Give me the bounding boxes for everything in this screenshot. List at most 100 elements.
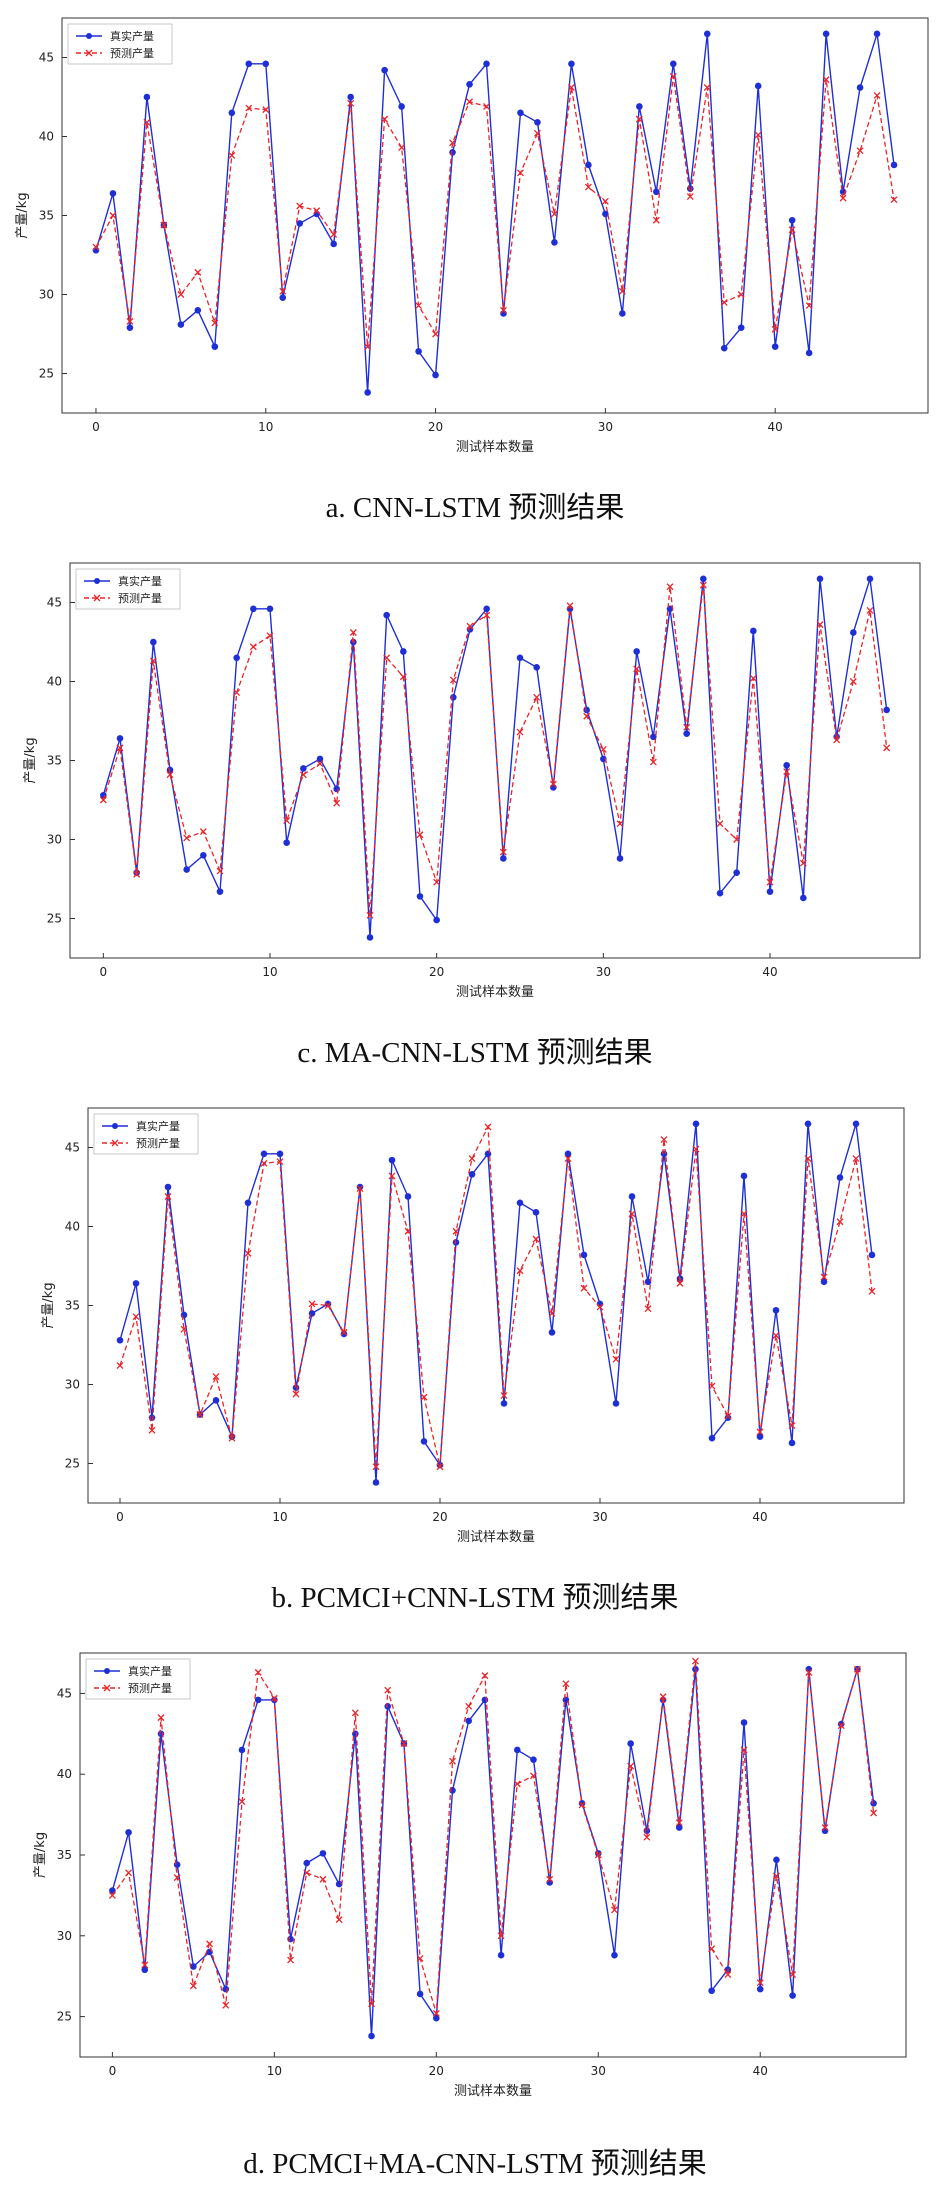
data-point-true [578,1799,586,1807]
data-point-predicted [839,194,847,202]
x-tick-label: 30 [591,2064,606,2078]
data-point-predicted [125,1869,133,1877]
data-point-predicted [724,1971,732,1979]
data-point-true [564,1150,572,1158]
data-point-true [177,321,185,328]
data-point-predicted [737,291,745,298]
data-point-predicted [166,771,174,779]
data-point-predicted [254,1668,262,1676]
data-point-predicted [330,231,338,238]
data-point-true [266,605,274,613]
data-point-true [319,1850,327,1857]
y-tick-label: 45 [57,1686,72,1700]
data-point-true [700,575,707,583]
data-point-predicted [249,643,257,651]
data-point-true [619,310,626,317]
data-point-predicted [292,1390,300,1398]
data-point-predicted [116,1362,124,1369]
plot-frame [87,1107,905,1504]
data-point-true [750,627,757,635]
data-point-true [856,84,864,91]
legend-marker [112,1123,118,1129]
data-point-predicted [533,693,541,701]
data-point-predicted [287,1956,295,1964]
y-tick-label: 35 [47,754,62,768]
data-point-predicted [652,216,660,224]
data-point-predicted [233,689,241,697]
data-point-predicted [754,131,762,139]
y-tick-label: 40 [57,1767,72,1781]
data-point-true [822,30,830,38]
data-point-predicted [177,291,185,298]
data-point-predicted [618,287,626,295]
data-point-predicted [206,1940,214,1948]
data-point-predicted [822,76,830,84]
data-point-true [383,611,390,619]
data-point-true [805,1665,813,1673]
data-point-predicted [513,1780,521,1788]
data-point-true [190,1963,197,1970]
data-point-predicted [449,676,457,684]
data-point-predicted [194,268,202,276]
x-tick-label: 20 [428,420,443,434]
data-point-predicted [189,1982,197,1990]
data-point-true [109,190,117,197]
y-tick-label: 35 [57,1848,72,1862]
data-point-predicted [313,207,321,215]
data-point-predicted [686,193,694,200]
data-point-true [287,1935,294,1943]
data-point-predicted [596,1303,604,1311]
x-tick-label: 40 [753,2064,768,2078]
x-tick-label: 10 [272,1510,287,1524]
x-tick-label: 30 [598,420,613,434]
data-point-predicted [708,1945,716,1953]
y-tick-label: 25 [65,1457,80,1471]
legend-label: 真实产量 [110,29,154,43]
data-point-predicted [583,712,591,720]
x-tick-label: 0 [92,420,100,434]
data-point-true [483,605,490,613]
data-point-predicted [381,115,389,123]
data-point-true [804,1120,812,1128]
data-point-predicted [530,1772,537,1780]
data-point-predicted [666,583,674,591]
chart-panel-b: 0 10 20 30 40 25 30 35 40 45 测试样本数量 产量/kg 真实产量 预测产量 b… [0,1090,950,1630]
legend-label: 预测产量 [118,591,162,605]
data-point-true [683,730,690,737]
data-point-true [783,761,790,769]
data-point-true [300,765,307,772]
data-point-true [466,81,473,88]
data-point-predicted [772,1332,780,1339]
data-point-true [166,766,174,774]
data-point-predicted [283,817,291,824]
x-tick-label: 10 [262,965,277,979]
x-axis-label: 测试样本数量 [456,440,534,455]
data-point-predicted [416,1954,424,1962]
data-point-true [870,1799,877,1807]
data-point-predicted [384,1686,392,1694]
data-point-true [740,1719,748,1726]
chart-caption: c. MA-CNN-LSTM 预测结果 [297,1037,653,1069]
data-point-predicted [692,1145,700,1153]
data-point-true [789,1992,796,1999]
data-point-predicted [436,1463,444,1471]
x-tick-label: 0 [109,2064,117,2078]
legend-marker [103,1684,111,1692]
data-point-predicted [890,196,898,204]
data-point-predicted [805,302,813,310]
data-point-true [330,240,337,248]
data-point-predicted [500,306,507,314]
data-point-true [708,1434,716,1442]
data-point-true [852,1120,860,1128]
data-point-predicted [708,1382,716,1390]
x-tick-label: 10 [258,420,273,434]
data-point-true [238,1746,246,1754]
data-point-predicted [628,1210,636,1218]
data-point-predicted [483,611,491,619]
data-point-predicted [133,870,141,878]
data-point-predicted [109,212,117,219]
data-point-true [788,216,796,224]
data-point-true [716,889,724,897]
